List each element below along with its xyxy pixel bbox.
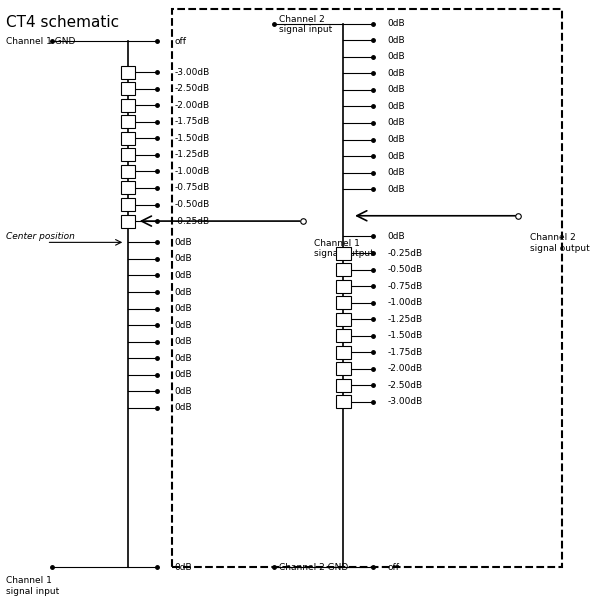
Text: Channel 1 GND: Channel 1 GND — [6, 37, 75, 46]
Bar — [336, 346, 351, 359]
Text: -2.50dB: -2.50dB — [387, 381, 422, 390]
Text: -0.25dB: -0.25dB — [387, 249, 422, 258]
Text: 0dB: 0dB — [387, 232, 405, 241]
Text: -2.00dB: -2.00dB — [387, 364, 422, 373]
Text: 0dB: 0dB — [387, 152, 405, 161]
Bar — [121, 99, 136, 112]
Text: -1.25dB: -1.25dB — [387, 314, 422, 323]
Text: 0dB: 0dB — [175, 403, 192, 412]
Text: 0dB: 0dB — [175, 563, 192, 572]
Text: 0dB: 0dB — [175, 288, 192, 297]
Text: Channel 2
signal input: Channel 2 signal input — [280, 15, 332, 34]
Text: Channel 2 GND: Channel 2 GND — [280, 563, 349, 572]
Bar — [121, 149, 136, 161]
Text: -1.75dB: -1.75dB — [175, 117, 210, 126]
Text: 0dB: 0dB — [387, 184, 405, 193]
Text: -3.00dB: -3.00dB — [387, 398, 422, 407]
Text: 0dB: 0dB — [387, 135, 405, 144]
Text: 0dB: 0dB — [175, 354, 192, 363]
Bar — [121, 181, 136, 195]
Text: 0dB: 0dB — [387, 36, 405, 45]
Text: 0dB: 0dB — [175, 370, 192, 379]
Text: 0dB: 0dB — [175, 320, 192, 329]
Bar — [336, 263, 351, 276]
Bar — [121, 115, 136, 128]
Text: 0dB: 0dB — [175, 337, 192, 346]
Bar — [336, 280, 351, 292]
Bar — [121, 198, 136, 211]
Text: -2.00dB: -2.00dB — [175, 101, 210, 110]
Bar — [336, 329, 351, 342]
Text: -0.50dB: -0.50dB — [387, 265, 422, 274]
Text: -0.75dB: -0.75dB — [387, 282, 422, 291]
Text: 0dB: 0dB — [387, 168, 405, 177]
Text: -1.00dB: -1.00dB — [175, 167, 210, 176]
Text: Center position: Center position — [6, 232, 74, 241]
Text: 0dB: 0dB — [387, 119, 405, 128]
Text: Channel 2
signal output: Channel 2 signal output — [530, 234, 589, 253]
Bar — [121, 165, 136, 178]
Bar — [121, 66, 136, 78]
Bar — [336, 313, 351, 326]
Text: off: off — [175, 37, 187, 46]
Text: 0dB: 0dB — [387, 19, 405, 28]
Text: -0.25dB: -0.25dB — [175, 217, 210, 226]
Text: 0dB: 0dB — [175, 255, 192, 264]
Bar — [121, 132, 136, 145]
Text: -1.25dB: -1.25dB — [175, 150, 210, 159]
Text: 0dB: 0dB — [175, 238, 192, 247]
Text: -3.00dB: -3.00dB — [175, 68, 210, 77]
Text: -0.75dB: -0.75dB — [175, 183, 210, 192]
Bar — [336, 247, 351, 259]
Text: off: off — [387, 563, 399, 572]
Text: -2.50dB: -2.50dB — [175, 84, 210, 93]
Text: CT4 schematic: CT4 schematic — [6, 15, 119, 30]
Bar — [121, 214, 136, 228]
Bar — [121, 82, 136, 95]
Bar — [336, 379, 351, 392]
Text: 0dB: 0dB — [387, 85, 405, 95]
Text: -1.75dB: -1.75dB — [387, 348, 422, 357]
Text: Channel 1
signal input: Channel 1 signal input — [6, 576, 59, 596]
Text: 0dB: 0dB — [387, 69, 405, 78]
Text: 0dB: 0dB — [387, 52, 405, 61]
Text: -0.50dB: -0.50dB — [175, 200, 210, 209]
Text: 0dB: 0dB — [175, 271, 192, 280]
Bar — [336, 296, 351, 309]
Text: -1.50dB: -1.50dB — [387, 331, 422, 340]
Bar — [336, 362, 351, 376]
Bar — [336, 395, 351, 409]
Text: Channel 1
signal output: Channel 1 signal output — [314, 239, 374, 258]
Text: -1.50dB: -1.50dB — [175, 134, 210, 143]
Text: 0dB: 0dB — [175, 387, 192, 396]
Text: -1.00dB: -1.00dB — [387, 298, 422, 307]
Text: 0dB: 0dB — [175, 304, 192, 313]
Text: 0dB: 0dB — [387, 102, 405, 111]
